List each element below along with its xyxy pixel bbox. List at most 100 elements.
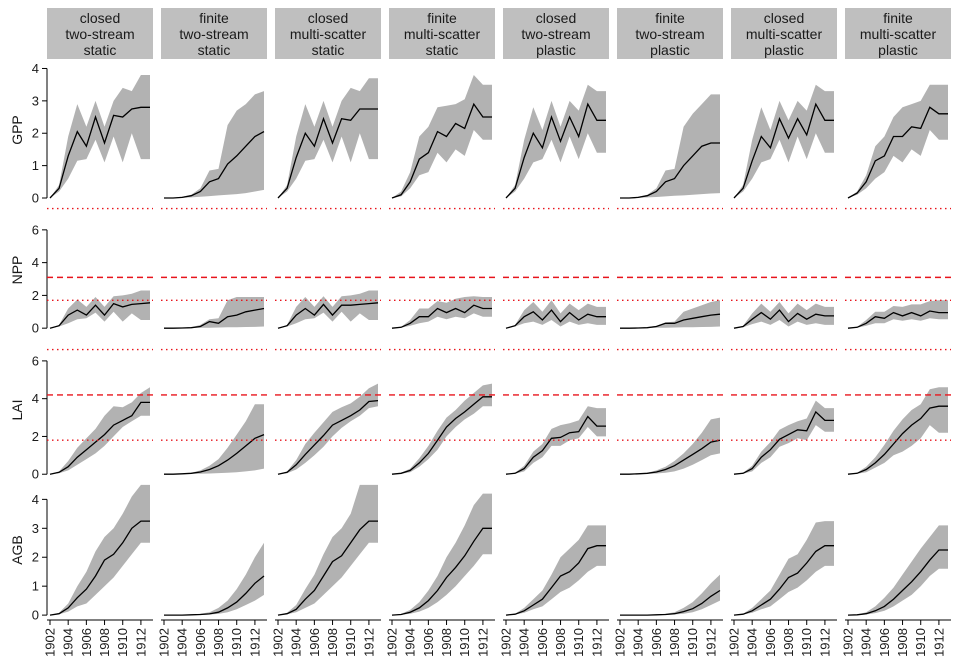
x-tick-label: 1904 bbox=[289, 628, 304, 657]
y-tick-label: 4 bbox=[32, 255, 39, 270]
panel bbox=[277, 78, 378, 199]
x-tick-label: 1902 bbox=[271, 628, 286, 657]
x-tick-label: 1912 bbox=[361, 628, 376, 657]
strip-label: two-stream bbox=[65, 26, 134, 42]
uncertainty-band bbox=[50, 387, 150, 475]
y-tick-label: 4 bbox=[32, 61, 39, 76]
x-tick-label: 1906 bbox=[763, 628, 778, 657]
uncertainty-band bbox=[392, 75, 492, 198]
x-tick-label: 1908 bbox=[667, 628, 682, 657]
panel bbox=[164, 91, 265, 199]
strip-label: finite bbox=[883, 10, 913, 26]
panel bbox=[617, 348, 723, 475]
uncertainty-band bbox=[164, 297, 264, 329]
strip-background bbox=[503, 8, 609, 59]
x-tick-label: 1912 bbox=[931, 628, 946, 657]
y-tick-label: 3 bbox=[32, 93, 39, 108]
mean-line bbox=[164, 433, 265, 475]
x-tick-label: 1910 bbox=[685, 628, 700, 657]
uncertainty-band bbox=[392, 296, 492, 329]
uncertainty-band bbox=[164, 542, 264, 616]
panel bbox=[49, 75, 150, 199]
x-tick-label: 1906 bbox=[307, 628, 322, 657]
x-tick-label: 1910 bbox=[343, 628, 358, 657]
mean-line bbox=[164, 131, 265, 199]
mean-line bbox=[277, 399, 379, 475]
mean-line bbox=[505, 102, 606, 199]
x-tick-label: 1912 bbox=[133, 628, 148, 657]
x-tick-label: 1910 bbox=[571, 628, 586, 657]
panel bbox=[731, 348, 837, 475]
strip-label: static bbox=[84, 42, 117, 58]
y-tick-label: 2 bbox=[32, 126, 39, 141]
uncertainty-band bbox=[506, 406, 606, 475]
x-tick-label: 1908 bbox=[895, 628, 910, 657]
panel bbox=[275, 207, 381, 329]
mean-line bbox=[49, 520, 150, 616]
y-tick-label: 4 bbox=[32, 391, 39, 406]
x-tick-label: 1912 bbox=[817, 628, 832, 657]
mean-line bbox=[49, 302, 151, 329]
x-tick-label: 1906 bbox=[649, 628, 664, 657]
mean-line bbox=[505, 545, 606, 616]
strip-background bbox=[845, 8, 951, 59]
x-tick-label: 1904 bbox=[61, 628, 76, 657]
panel bbox=[503, 348, 609, 475]
mean-line bbox=[620, 313, 721, 329]
y-tick-label: 6 bbox=[32, 353, 39, 368]
uncertainty-band bbox=[506, 300, 606, 329]
panel bbox=[620, 94, 720, 199]
panel bbox=[505, 525, 606, 616]
strip-background bbox=[275, 8, 381, 59]
mean-line bbox=[164, 575, 265, 616]
x-tick-label: 1910 bbox=[913, 628, 928, 657]
mean-line bbox=[847, 310, 948, 329]
x-tick-label: 1912 bbox=[475, 628, 490, 657]
strip-background bbox=[617, 8, 723, 59]
uncertainty-band bbox=[50, 75, 150, 198]
x-tick-label: 1908 bbox=[553, 628, 568, 657]
x-tick-label: 1904 bbox=[517, 628, 532, 657]
x-tick-label: 1902 bbox=[499, 628, 514, 657]
y-tick-label: 6 bbox=[32, 222, 39, 237]
y-tick-label: 2 bbox=[32, 550, 39, 565]
x-tick-label: 1910 bbox=[799, 628, 814, 657]
y-tick-label: 3 bbox=[32, 521, 39, 536]
strip-label: two-stream bbox=[179, 26, 248, 42]
strip-label: two-stream bbox=[635, 26, 704, 42]
x-tick-label: 1904 bbox=[859, 628, 874, 657]
strip-label: closed bbox=[536, 10, 576, 26]
x-tick-label: 1908 bbox=[97, 628, 112, 657]
mean-line bbox=[49, 401, 150, 475]
panel bbox=[275, 348, 381, 475]
uncertainty-band bbox=[734, 84, 834, 198]
strip-label: plastic bbox=[764, 42, 804, 58]
uncertainty-band bbox=[278, 383, 378, 475]
strip-background bbox=[47, 8, 153, 59]
strip-label: closed bbox=[80, 10, 120, 26]
panel bbox=[49, 484, 150, 616]
panel bbox=[847, 525, 948, 616]
mean-line bbox=[733, 545, 834, 616]
uncertainty-band bbox=[278, 78, 378, 198]
panel bbox=[164, 542, 265, 616]
row-label: LAI bbox=[9, 399, 25, 420]
uncertainty-band bbox=[848, 387, 948, 475]
uncertainty-band bbox=[392, 383, 492, 475]
x-tick-label: 1908 bbox=[211, 628, 226, 657]
panel bbox=[277, 484, 378, 616]
panel bbox=[733, 521, 834, 616]
x-tick-label: 1908 bbox=[439, 628, 454, 657]
mean-line bbox=[277, 108, 378, 199]
mean-line bbox=[733, 410, 834, 475]
mean-line bbox=[277, 302, 379, 329]
uncertainty-band bbox=[278, 484, 378, 616]
x-tick-label: 1902 bbox=[43, 628, 58, 657]
x-tick-label: 1910 bbox=[229, 628, 244, 657]
mean-line bbox=[733, 309, 834, 329]
mean-line bbox=[391, 396, 492, 475]
